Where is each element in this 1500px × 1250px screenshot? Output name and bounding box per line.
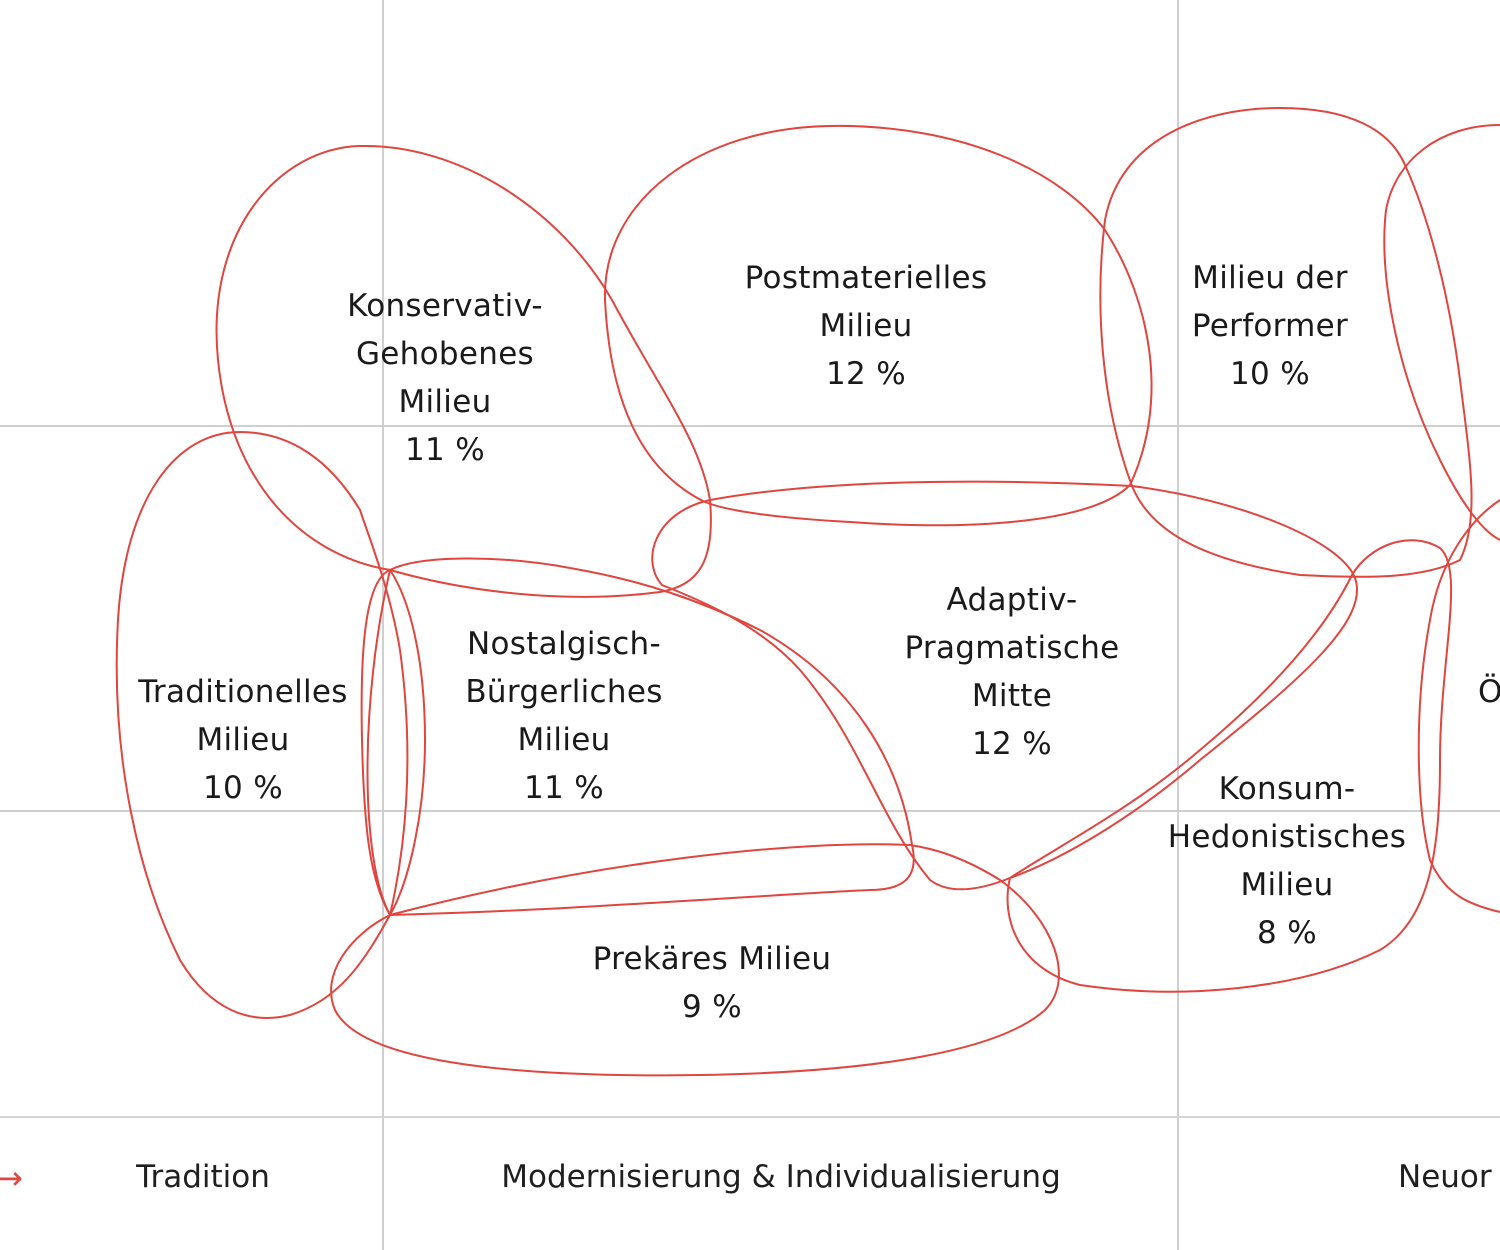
label-line: Adaptiv-	[946, 582, 1078, 618]
label-line: Konsum-	[1218, 771, 1356, 807]
label-percent: 9 %	[682, 989, 742, 1025]
grid-line-vertical-1	[382, 0, 384, 1250]
label-line: E	[1497, 254, 1500, 302]
label-percent: 11 %	[524, 770, 604, 806]
label-line: Performer	[1191, 308, 1349, 344]
grid-line-vertical-2	[1177, 0, 1179, 1250]
shape-konsum-hedonistisch	[1006, 539, 1453, 993]
label-line: Milieu	[1240, 867, 1334, 903]
shape-traditionell	[115, 430, 409, 1019]
milieu-label-cut-top-right: E	[1497, 254, 1500, 302]
label-percent: 12 %	[972, 726, 1052, 762]
label-line: Ö	[1478, 674, 1500, 710]
label-percent: 11 %	[405, 432, 485, 468]
shape-adaptiv-pragmatisch	[651, 480, 1358, 891]
label-line: Milieu	[398, 384, 492, 420]
axis-segment-neuorientierung: Neuor	[1398, 1159, 1492, 1195]
label-line: Traditionelles	[138, 674, 348, 710]
x-axis-line	[0, 1116, 1500, 1118]
shape-postmateriell	[603, 124, 1153, 527]
milieu-label-nostalgisch-buergerlich: Nostalgisch- Bürgerliches Milieu 11 %	[465, 620, 662, 812]
label-line: Mitte	[971, 678, 1053, 714]
label-line: Gehobenes	[355, 336, 535, 372]
label-line: Milieu	[196, 722, 290, 758]
label-line: Hedonistisches	[1167, 819, 1407, 855]
axis-segment-modernisierung: Modernisierung & Individualisierung	[501, 1159, 1061, 1195]
milieu-label-adaptiv-pragmatisch: Adaptiv- Pragmatische Mitte 12 %	[904, 576, 1119, 768]
shape-cut-mid-right	[1417, 499, 1500, 913]
label-line: Prekäres Milieu	[592, 941, 832, 977]
milieu-label-prekaer: Prekäres Milieu 9 %	[593, 935, 832, 1031]
label-percent: 10 %	[1230, 356, 1310, 392]
label-line: Milieu	[819, 308, 913, 344]
milieu-label-postmateriell: Postmaterielles Milieu 12 %	[745, 254, 988, 398]
grid-line-horizontal-1	[0, 425, 1500, 427]
label-line: Milieu der	[1192, 260, 1348, 296]
arrow-right-icon: →	[0, 1159, 23, 1197]
milieu-label-cut-mid-right: Ö	[1478, 668, 1500, 716]
axis-segment-tradition: Tradition	[136, 1159, 270, 1195]
label-percent: 8 %	[1257, 915, 1317, 951]
label-percent: 12 %	[826, 356, 906, 392]
shape-nostalgisch-left-lobe	[360, 568, 427, 918]
shape-konservativ-gehoben	[215, 144, 712, 598]
label-line: Pragmatische	[904, 630, 1120, 666]
shape-performer	[1099, 106, 1473, 578]
shape-cut-top-right	[1383, 124, 1500, 541]
label-line: Nostalgisch-	[466, 626, 661, 662]
milieu-label-traditionell: Traditionelles Milieu 10 %	[138, 668, 348, 812]
grid-line-horizontal-2	[0, 810, 1500, 812]
label-percent: 10 %	[203, 770, 283, 806]
label-line: Konservativ-	[347, 288, 543, 324]
label-line: Bürgerliches	[465, 674, 663, 710]
label-line: Postmaterielles	[744, 260, 988, 296]
milieu-label-konsum-hedonistisch: Konsum- Hedonistisches Milieu 8 %	[1168, 765, 1406, 957]
milieu-label-konservativ-gehoben: Konservativ- Gehobenes Milieu 11 %	[347, 282, 543, 474]
milieu-label-performer: Milieu der Performer 10 %	[1192, 254, 1348, 398]
shape-prekaer	[330, 843, 1060, 1077]
label-line: Milieu	[517, 722, 611, 758]
